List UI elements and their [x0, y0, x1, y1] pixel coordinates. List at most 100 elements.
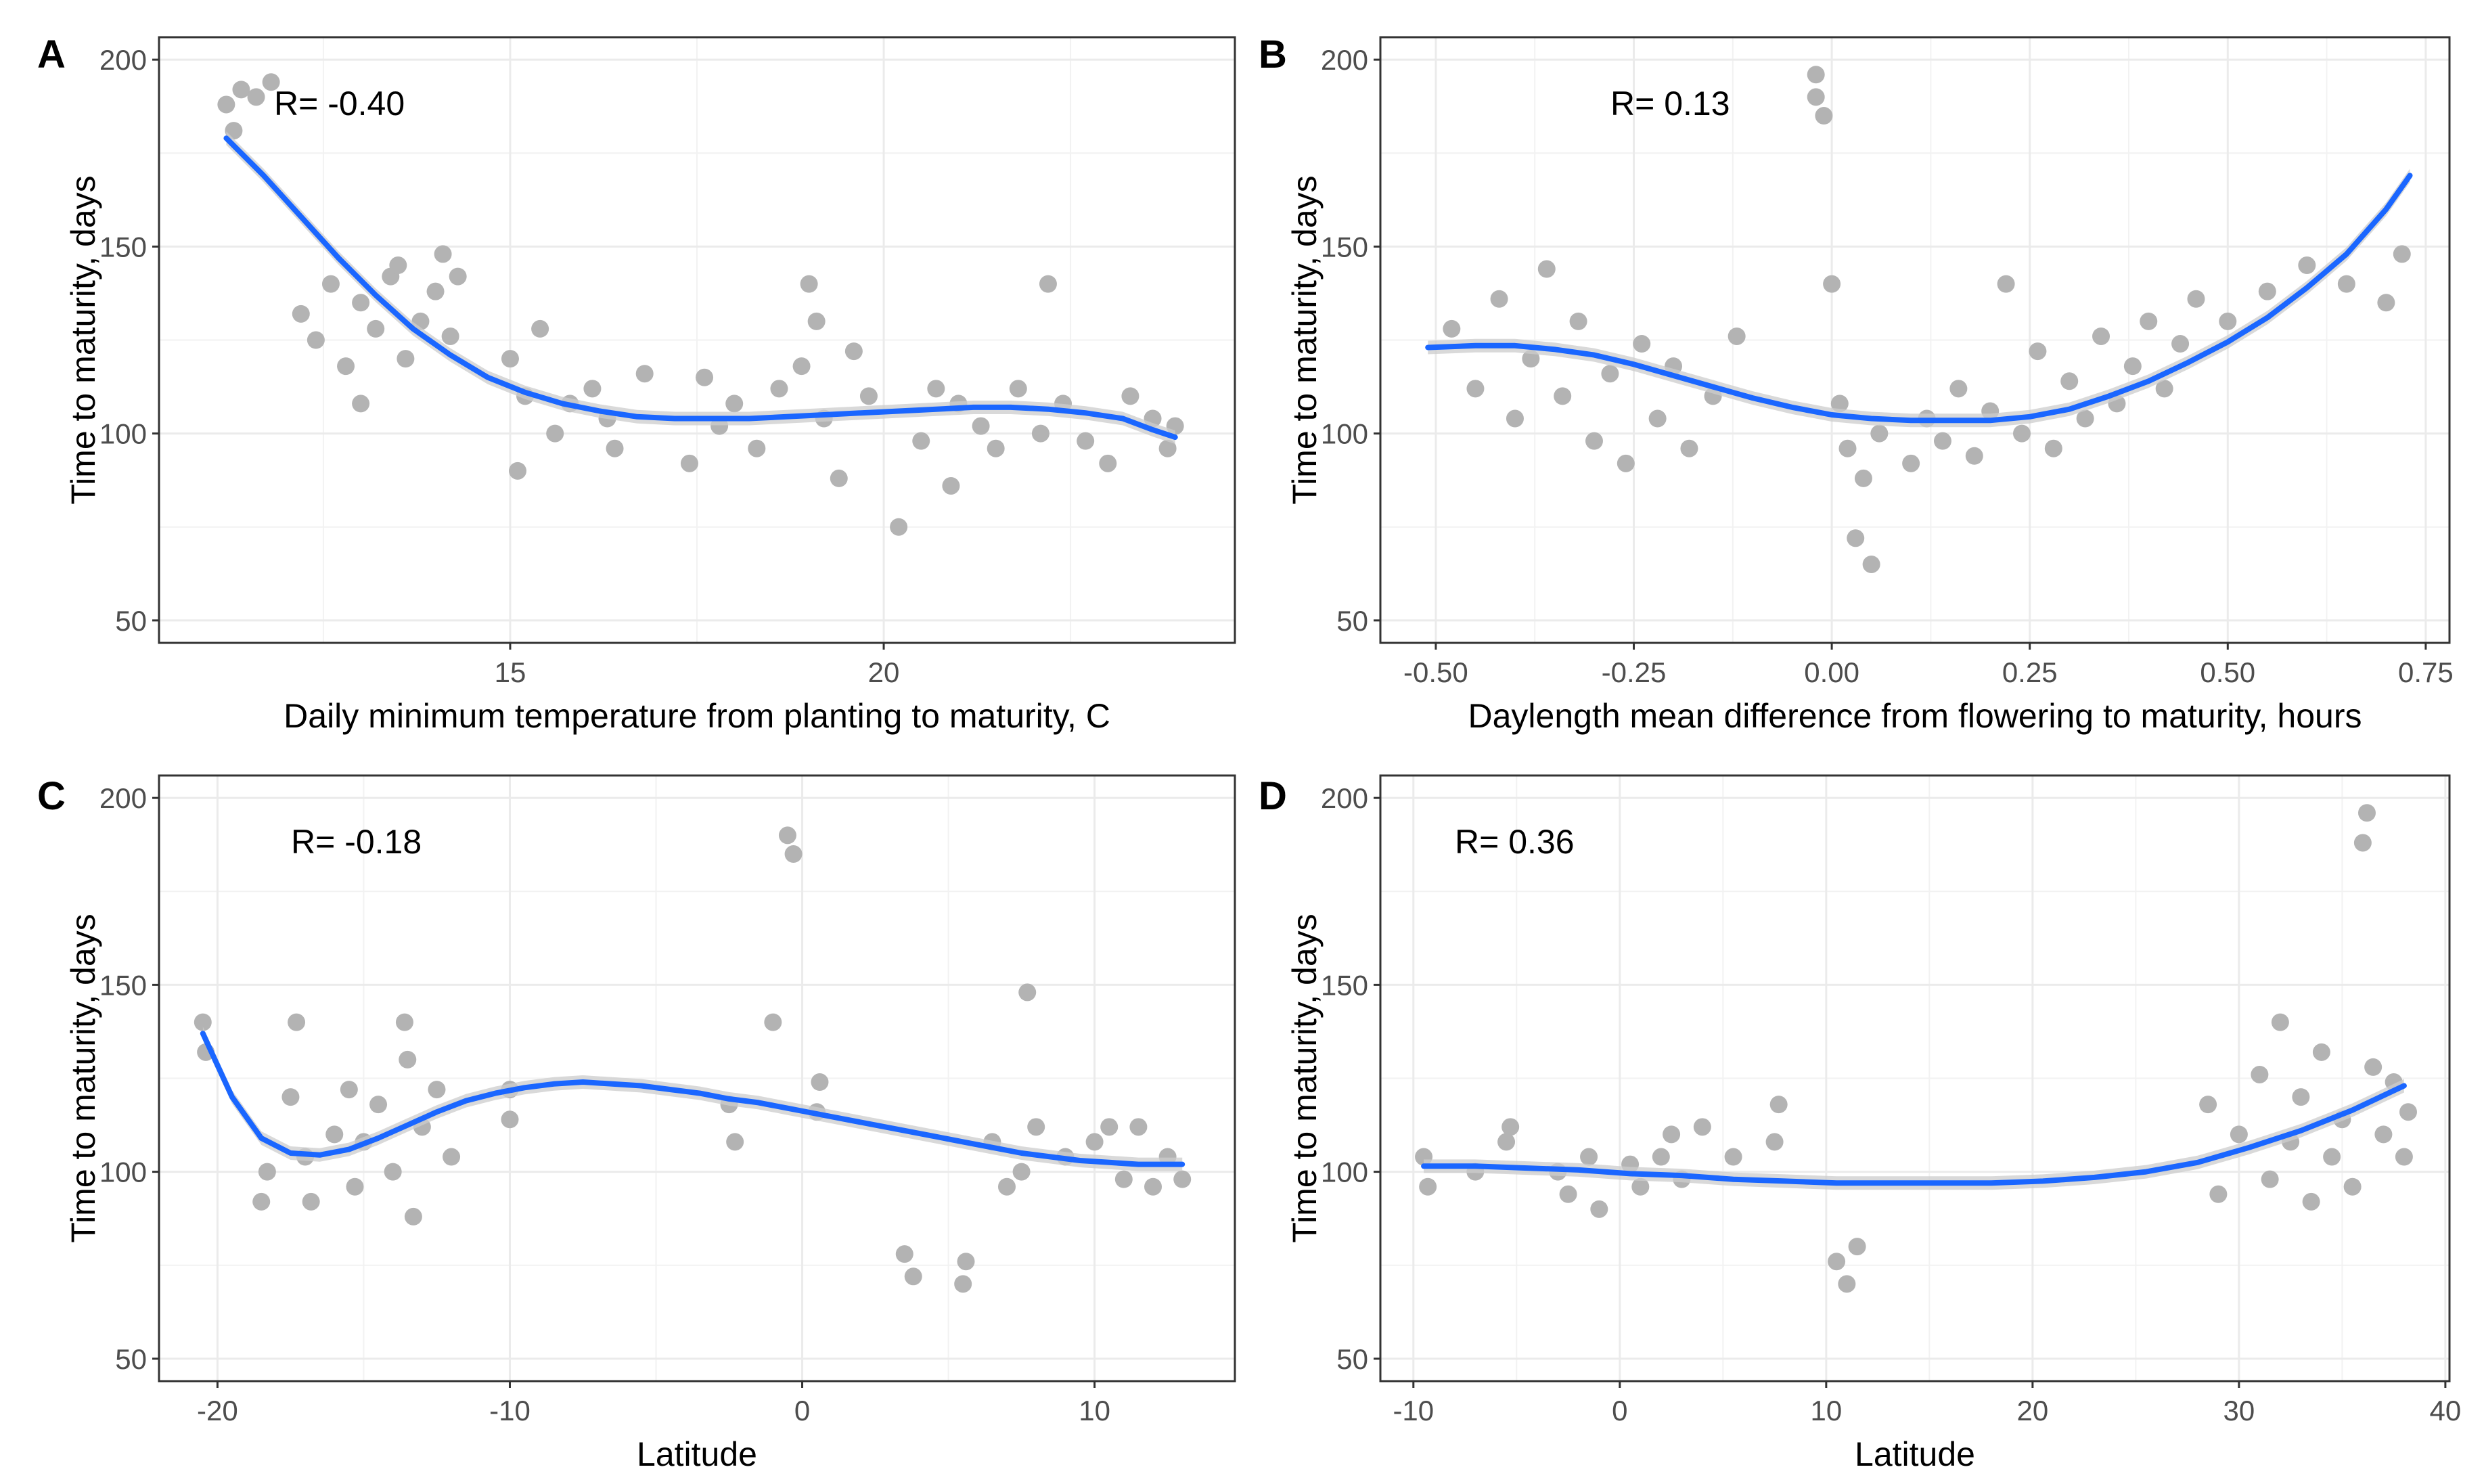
- data-point: [2374, 1125, 2393, 1144]
- data-point: [606, 439, 624, 457]
- x-tick-label: 40: [2430, 1395, 2462, 1426]
- data-point: [890, 518, 908, 536]
- data-point: [1727, 327, 1746, 345]
- y-tick-label: 200: [1321, 44, 1368, 76]
- data-point: [194, 1013, 212, 1031]
- data-point: [281, 1088, 300, 1106]
- data-point: [1590, 1200, 1608, 1218]
- data-point: [1129, 1118, 1148, 1136]
- data-point: [1100, 1118, 1119, 1136]
- data-point: [1997, 275, 2015, 293]
- data-point: [1121, 387, 1139, 405]
- data-point: [1862, 555, 1880, 573]
- x-axis-title: Latitude: [1855, 1435, 1975, 1473]
- panel-tag: C: [37, 774, 66, 818]
- y-tick-label: 50: [1336, 605, 1368, 637]
- data-point: [1554, 387, 1572, 405]
- data-point: [1854, 469, 1872, 487]
- data-point: [726, 1133, 744, 1151]
- data-point: [957, 1253, 975, 1271]
- data-point: [1693, 1118, 1711, 1136]
- data-point: [1158, 439, 1177, 457]
- data-point: [337, 357, 355, 376]
- data-point: [2219, 312, 2237, 330]
- data-point: [764, 1013, 782, 1031]
- data-point: [1663, 1125, 1681, 1144]
- data-point: [2261, 1170, 2279, 1188]
- chart-svg-c: 50 100 150 200 -20 -10 0 10 Latitude Time to matu…: [37, 774, 1236, 1473]
- y-tick-label: 100: [1321, 418, 1368, 450]
- data-point: [288, 1013, 306, 1031]
- data-point: [384, 1163, 402, 1181]
- data-point: [1933, 432, 1951, 450]
- y-tick-label: 50: [115, 1343, 147, 1375]
- data-point: [2395, 1148, 2413, 1166]
- data-point: [441, 327, 459, 345]
- data-point: [426, 282, 445, 300]
- data-point: [2187, 290, 2205, 308]
- x-tick-label: -10: [1393, 1395, 1434, 1426]
- x-axis-title: Latitude: [637, 1435, 757, 1473]
- y-axis-title: Time to maturity, days: [64, 175, 102, 504]
- panel-a: 50 100 150 200 15 20 Daily minimum temperature…: [0, 0, 1242, 742]
- data-point: [2029, 342, 2047, 361]
- x-tick-label: 10: [1810, 1395, 1842, 1426]
- data-point: [531, 319, 549, 338]
- data-point: [367, 319, 385, 338]
- data-point: [1838, 439, 1857, 457]
- data-point: [2258, 282, 2276, 300]
- y-tick-label: 150: [1321, 231, 1368, 263]
- data-point: [1114, 1170, 1133, 1188]
- x-tick-label: 15: [495, 656, 526, 688]
- x-tick-label: -0.25: [1602, 656, 1667, 688]
- data-point: [232, 81, 250, 99]
- data-point: [2298, 256, 2316, 275]
- y-tick-label: 100: [99, 1156, 147, 1188]
- plot-frame: [1379, 36, 2451, 644]
- data-point: [1099, 454, 1117, 472]
- data-point: [434, 245, 452, 263]
- x-tick-label: 0.00: [1804, 656, 1859, 688]
- smooth-fit-line: [223, 135, 1178, 441]
- data-point: [2393, 245, 2411, 263]
- data-point: [696, 368, 714, 386]
- data-point: [1830, 395, 1849, 413]
- x-axis-title: Daylength mean difference from flowering…: [1468, 697, 2362, 735]
- data-point: [346, 1177, 364, 1196]
- x-tick-label: 0.75: [2398, 656, 2454, 688]
- data-point: [1633, 335, 1651, 353]
- data-point: [1807, 88, 1825, 106]
- data-point: [1039, 275, 1057, 293]
- data-point: [325, 1125, 344, 1144]
- panel-tag: A: [37, 32, 66, 76]
- plot-frame: [158, 36, 1236, 644]
- correlation-annotation: R= 0.13: [1610, 85, 1730, 122]
- data-point: [1965, 447, 1983, 465]
- panel-tag: D: [1259, 774, 1287, 818]
- data-point: [307, 331, 325, 349]
- data-point: [2357, 804, 2376, 822]
- y-tick-label: 150: [1321, 969, 1368, 1001]
- data-point: [1031, 424, 1049, 443]
- data-point: [942, 476, 960, 495]
- correlation-annotation: R= -0.18: [291, 823, 422, 861]
- data-point: [1652, 1148, 1670, 1166]
- data-point: [340, 1081, 358, 1099]
- data-point: [680, 454, 698, 472]
- x-tick-label: -10: [489, 1395, 530, 1426]
- y-tick-label: 150: [99, 231, 147, 263]
- data-point: [2302, 1192, 2320, 1211]
- data-point: [1601, 365, 1619, 383]
- data-point: [830, 469, 848, 487]
- x-tick-label: 30: [2223, 1395, 2255, 1426]
- data-point: [1823, 275, 1841, 293]
- data-point: [404, 1207, 422, 1226]
- data-point: [1847, 529, 1865, 547]
- data-point: [2076, 409, 2094, 428]
- data-point: [2123, 357, 2142, 376]
- data-point: [1173, 1170, 1192, 1188]
- data-point: [1009, 380, 1027, 398]
- data-point: [583, 380, 602, 398]
- data-point: [389, 256, 407, 275]
